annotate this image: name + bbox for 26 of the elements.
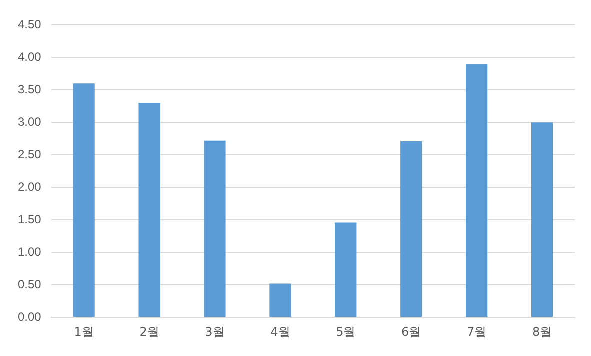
x-tick-label: 7월 xyxy=(466,324,487,339)
y-tick-label: 4.50 xyxy=(18,18,42,32)
y-tick-label: 3.00 xyxy=(18,114,42,129)
bar xyxy=(204,140,226,318)
y-tick-label: 1.50 xyxy=(18,212,42,226)
y-tick-label: 1.00 xyxy=(18,244,42,259)
bar xyxy=(400,142,422,318)
x-tick-label: 3월 xyxy=(205,324,225,339)
y-tick-label: 4.00 xyxy=(18,50,42,64)
y-tick-label: 3.50 xyxy=(18,82,42,96)
x-tick-label: 1월 xyxy=(74,324,94,339)
bar xyxy=(466,64,488,318)
y-tick-label: 0.00 xyxy=(18,310,42,324)
bar xyxy=(531,122,554,318)
x-tick-label: 2월 xyxy=(140,324,160,339)
bar xyxy=(138,103,160,318)
bar xyxy=(335,222,357,318)
bar xyxy=(270,284,292,318)
bar xyxy=(73,84,95,318)
x-tick-label: 8월 xyxy=(532,324,552,339)
x-tick-label: 4월 xyxy=(270,324,290,339)
x-tick-label: 6월 xyxy=(402,324,422,339)
y-tick-label: 2.00 xyxy=(18,180,42,194)
y-tick-label: 2.50 xyxy=(18,147,42,162)
y-tick-label: 0.50 xyxy=(18,277,42,292)
x-tick-label: 5월 xyxy=(336,324,356,339)
